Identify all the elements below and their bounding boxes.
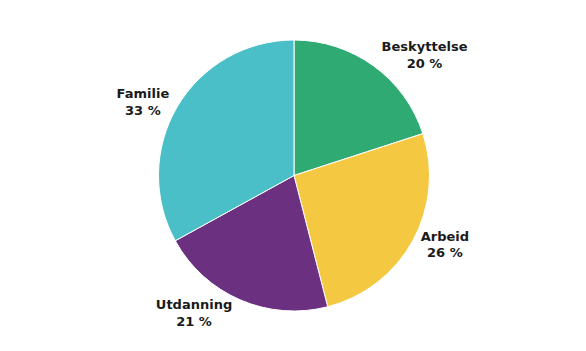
svg-text:Utdanning21 %: Utdanning21 %: [156, 297, 232, 329]
svg-text:Familie33 %: Familie33 %: [117, 86, 170, 118]
svg-text:Beskyttelse20 %: Beskyttelse20 %: [382, 39, 468, 71]
svg-text:Arbeid26 %: Arbeid26 %: [421, 229, 469, 261]
